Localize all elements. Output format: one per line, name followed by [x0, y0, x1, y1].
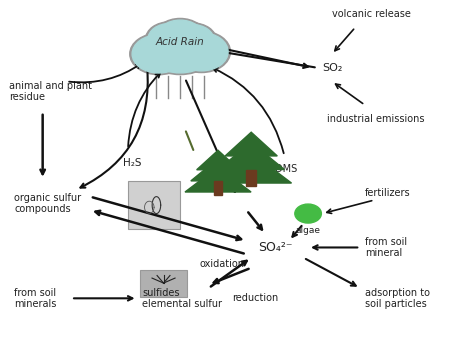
Polygon shape	[197, 150, 239, 170]
Text: from soil
minerals: from soil minerals	[14, 287, 56, 309]
Circle shape	[169, 23, 216, 57]
Circle shape	[171, 25, 214, 55]
Circle shape	[145, 22, 216, 73]
Text: organic sulfur
compounds: organic sulfur compounds	[14, 193, 82, 214]
Text: oxidation: oxidation	[199, 259, 244, 270]
Polygon shape	[191, 159, 245, 181]
Circle shape	[148, 24, 191, 54]
Text: volcanic release: volcanic release	[332, 8, 410, 19]
Polygon shape	[185, 167, 251, 192]
Circle shape	[157, 20, 203, 53]
Polygon shape	[225, 132, 277, 156]
FancyBboxPatch shape	[140, 270, 187, 297]
Circle shape	[155, 18, 206, 55]
Text: algae: algae	[296, 226, 320, 236]
Text: industrial emissions: industrial emissions	[327, 114, 425, 124]
Bar	[246, 170, 256, 186]
Text: Acid Rain: Acid Rain	[156, 37, 204, 47]
Text: sulfides
elemental sulfur: sulfides elemental sulfur	[142, 287, 222, 309]
Text: SO₂: SO₂	[322, 63, 343, 73]
Text: from soil
mineral: from soil mineral	[365, 237, 407, 258]
Polygon shape	[211, 153, 292, 183]
Circle shape	[173, 31, 230, 73]
Text: H₂S: H₂S	[123, 158, 142, 168]
Bar	[214, 181, 222, 195]
Text: SO₄²⁻: SO₄²⁻	[258, 241, 292, 254]
Text: reduction: reduction	[232, 293, 279, 303]
Circle shape	[130, 33, 188, 75]
Circle shape	[295, 204, 321, 223]
Circle shape	[142, 20, 218, 75]
Polygon shape	[218, 142, 284, 170]
Text: DMS: DMS	[275, 164, 297, 175]
Circle shape	[175, 33, 228, 71]
Circle shape	[146, 22, 193, 56]
FancyBboxPatch shape	[128, 181, 180, 229]
Text: animal and plant
residue: animal and plant residue	[9, 81, 92, 102]
Text: adsorption to
soil particles: adsorption to soil particles	[365, 287, 430, 309]
Text: fertilizers: fertilizers	[365, 188, 410, 198]
Circle shape	[132, 35, 185, 73]
